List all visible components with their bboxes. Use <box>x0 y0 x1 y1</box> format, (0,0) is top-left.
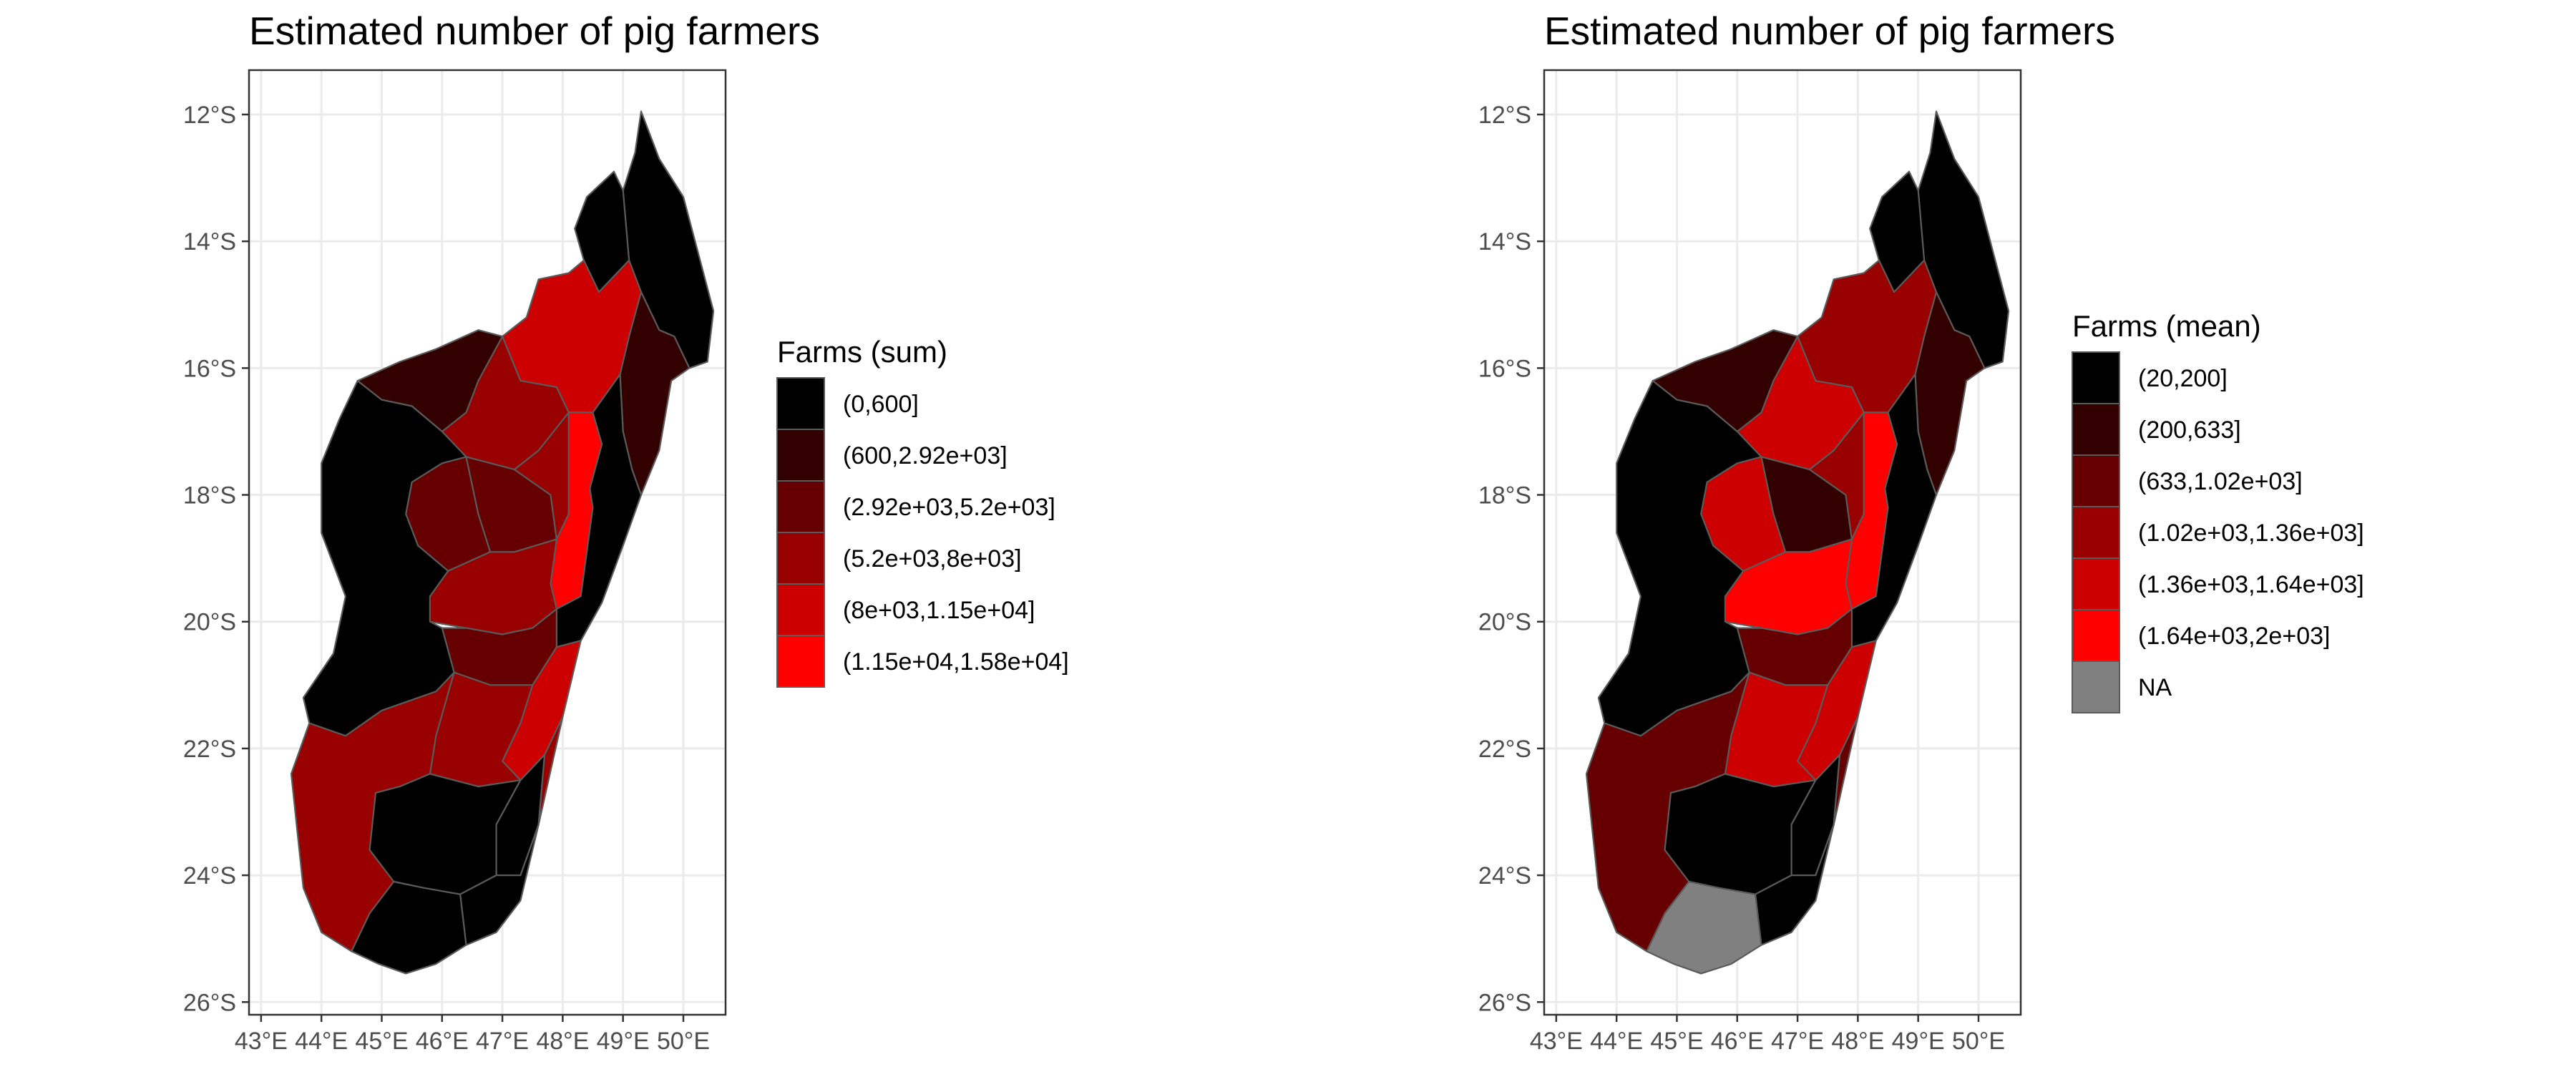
legend-label: (5.2e+03,8e+03] <box>843 545 1022 572</box>
panel-border <box>1543 69 2022 1016</box>
legend-key <box>776 377 825 430</box>
legend-key <box>776 635 825 688</box>
y-tick-label: 22°S <box>183 736 236 763</box>
panel-border <box>248 69 727 1016</box>
y-tick-label: 26°S <box>1478 989 1531 1016</box>
x-tick-label: 48°E <box>1831 1028 1884 1055</box>
legend-title: Farms (mean) <box>2072 309 2261 343</box>
legend-label: (0,600] <box>843 391 919 418</box>
y-tick-label: 18°S <box>1478 482 1531 510</box>
x-tick-label: 43°E <box>235 1028 288 1055</box>
x-tick-label: 48°E <box>536 1028 589 1055</box>
legend-key <box>776 480 825 533</box>
region-19[interactable] <box>459 824 540 946</box>
legend-label: (2.92e+03,5.2e+03] <box>843 494 1055 521</box>
region-20[interactable] <box>1646 880 1762 975</box>
legend-key <box>2072 609 2120 662</box>
legend-label: (8e+03,1.15e+04] <box>843 597 1035 624</box>
region-11[interactable] <box>429 538 558 635</box>
region-18[interactable] <box>537 716 564 826</box>
x-tick-label: 45°E <box>355 1028 408 1055</box>
legend-key <box>2072 351 2120 404</box>
legend-label: (600,2.92e+03] <box>843 442 1008 469</box>
y-tick-label: 22°S <box>1478 736 1531 763</box>
map-title: Estimated number of pig farmers <box>1544 9 2115 53</box>
x-tick-label: 44°E <box>1590 1028 1643 1055</box>
y-tick-label: 20°S <box>1478 609 1531 636</box>
legend-key <box>776 532 825 585</box>
legend-key <box>2072 506 2120 559</box>
legend: Farms (mean) (20,200] (200,633] (633,1.02e+… <box>2072 309 2364 713</box>
x-tick-label: 43°E <box>1530 1028 1583 1055</box>
legend-title: Farms (sum) <box>777 335 947 369</box>
x-tick-label: 45°E <box>1650 1028 1703 1055</box>
y-tick-label: 26°S <box>183 989 236 1016</box>
legend-label: (633,1.02e+03] <box>2138 468 2303 495</box>
region-21[interactable] <box>302 379 467 737</box>
y-tick-label: 24°S <box>183 862 236 890</box>
legend-key <box>2072 454 2120 507</box>
regions <box>1585 110 2010 975</box>
y-tick-label: 16°S <box>183 355 236 382</box>
legend-label: (200,633] <box>2138 416 2241 444</box>
legend-label: (20,200] <box>2138 365 2228 392</box>
region-18[interactable] <box>1833 716 1859 826</box>
legend-label: (1.15e+04,1.58e+04] <box>843 648 1069 676</box>
x-tick-label: 47°E <box>1771 1028 1824 1055</box>
x-tick-label: 47°E <box>476 1028 529 1055</box>
legend-key <box>2072 661 2120 713</box>
region-11[interactable] <box>1724 538 1853 635</box>
legend-label: (1.02e+03,1.36e+03] <box>2138 520 2364 547</box>
legend-key <box>2072 403 2120 456</box>
map-title: Estimated number of pig farmers <box>249 9 820 53</box>
y-tick-label: 18°S <box>183 482 236 510</box>
y-tick-label: 16°S <box>1478 355 1531 382</box>
regions <box>290 110 715 975</box>
legend-label: (1.36e+03,1.64e+03] <box>2138 571 2364 598</box>
x-tick-label: 49°E <box>1892 1028 1945 1055</box>
legend-key <box>2072 557 2120 610</box>
x-tick-label: 49°E <box>597 1028 650 1055</box>
region-21[interactable] <box>1597 379 1762 737</box>
y-tick-label: 20°S <box>183 609 236 636</box>
legend-label: (1.64e+03,2e+03] <box>2138 623 2330 650</box>
legend-key <box>776 429 825 482</box>
x-tick-label: 50°E <box>1952 1028 2005 1055</box>
map-panel-mean: Estimated number of pig farmers 43°E 44°E 4… <box>1478 9 2364 1055</box>
y-tick-label: 12°S <box>1478 102 1531 129</box>
region-20[interactable] <box>351 880 467 975</box>
x-tick-label: 46°E <box>416 1028 469 1055</box>
y-tick-label: 12°S <box>183 102 236 129</box>
legend-key <box>776 583 825 636</box>
region-19[interactable] <box>1755 824 1835 946</box>
x-tick-label: 50°E <box>657 1028 710 1055</box>
x-tick-label: 46°E <box>1711 1028 1764 1055</box>
map-panel-sum: Estimated number of pig farmers 43°E 44°E 4… <box>183 9 1069 1055</box>
legend-label: NA <box>2138 674 2172 701</box>
legend: Farms (sum) (0,600] (600,2.92e+03] (2.92e+0… <box>776 335 1069 688</box>
y-tick-label: 24°S <box>1478 862 1531 890</box>
x-tick-label: 44°E <box>295 1028 348 1055</box>
y-tick-label: 14°S <box>1478 228 1531 255</box>
y-tick-label: 14°S <box>183 228 236 255</box>
